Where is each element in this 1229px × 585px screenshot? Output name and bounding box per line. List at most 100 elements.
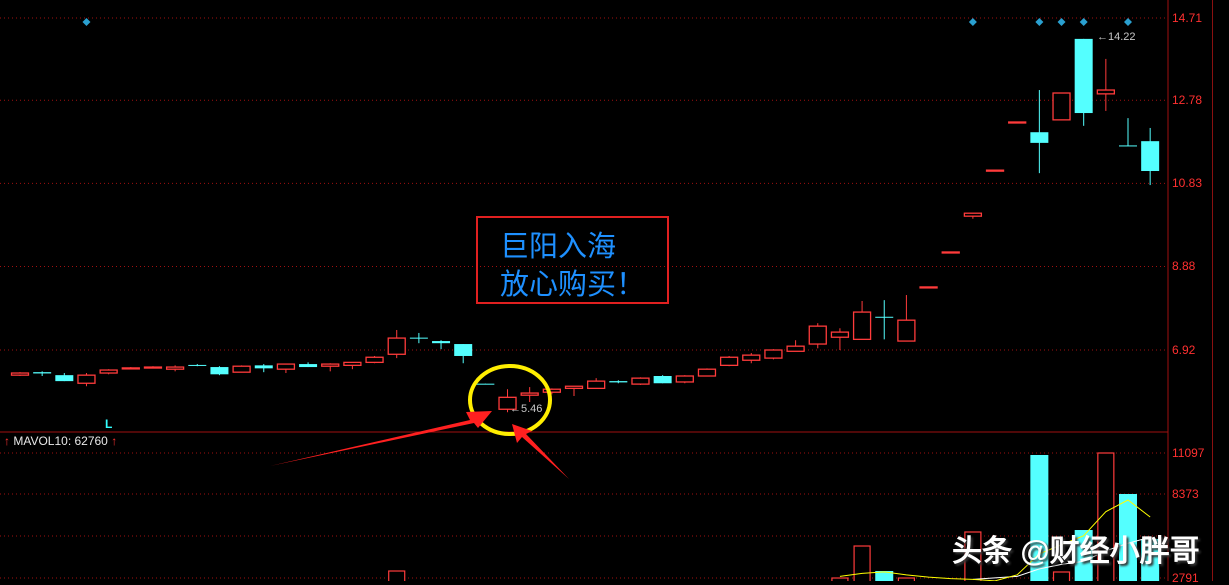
candle-body bbox=[121, 367, 140, 370]
candle bbox=[99, 369, 118, 375]
signal-diamond-icon bbox=[1035, 18, 1044, 26]
price-tick-label: 10.83 bbox=[1172, 176, 1203, 191]
volume-tick-label: 11097 bbox=[1172, 446, 1205, 460]
candle bbox=[587, 378, 606, 390]
candle bbox=[343, 361, 362, 370]
candle bbox=[520, 387, 539, 403]
candle bbox=[1052, 92, 1071, 121]
candle bbox=[764, 349, 783, 360]
candle bbox=[365, 355, 384, 364]
candle bbox=[321, 363, 340, 372]
candle bbox=[210, 366, 229, 376]
candle bbox=[10, 372, 30, 377]
candle-body bbox=[276, 363, 296, 370]
candle-body bbox=[254, 365, 273, 369]
candle-body bbox=[432, 341, 451, 344]
candle-body bbox=[564, 385, 584, 390]
watermark: 头条 @财经小胖哥 bbox=[952, 535, 1200, 568]
candle-body bbox=[365, 356, 384, 364]
price-tick-label: 8.88 bbox=[1172, 259, 1196, 274]
side-info-panel bbox=[1212, 0, 1229, 581]
candle bbox=[897, 295, 916, 342]
volume-bar bbox=[1119, 493, 1137, 581]
red-arrow-icon bbox=[512, 424, 569, 479]
candle-body bbox=[830, 331, 850, 338]
candle bbox=[33, 371, 52, 377]
candle bbox=[1096, 58, 1115, 111]
candle-body bbox=[10, 372, 30, 376]
low-price-label: ←5.46 bbox=[510, 403, 543, 415]
volume-ma-white-line bbox=[972, 536, 1151, 580]
candle bbox=[808, 323, 827, 349]
up-arrow-icon: ↑ bbox=[4, 434, 10, 448]
volume-bar bbox=[1074, 530, 1093, 581]
candle-body bbox=[476, 383, 495, 385]
volume-bar bbox=[853, 545, 871, 581]
signal-diamond-icon bbox=[82, 18, 91, 26]
candle-body bbox=[1008, 121, 1027, 124]
candle bbox=[985, 169, 1005, 172]
signal-diamond-icon bbox=[1057, 18, 1066, 26]
candle bbox=[697, 368, 717, 377]
candle bbox=[387, 329, 406, 359]
candle bbox=[55, 373, 74, 382]
candle-body bbox=[919, 286, 938, 289]
annotation-line-2: 放心购买！ bbox=[500, 269, 646, 301]
candle bbox=[609, 380, 628, 384]
l-marker: L bbox=[105, 417, 113, 431]
candle-body bbox=[1096, 89, 1115, 95]
candle bbox=[143, 366, 163, 369]
mavol-indicator[interactable]: ↑ MAVOL10: 62760 ↑ bbox=[4, 434, 117, 448]
candle-body bbox=[675, 375, 694, 383]
candle bbox=[454, 344, 473, 364]
candle bbox=[121, 367, 140, 370]
candle bbox=[786, 340, 805, 352]
candle-body bbox=[587, 380, 606, 390]
candle bbox=[299, 362, 318, 368]
candle-body bbox=[697, 368, 717, 377]
candle bbox=[476, 383, 495, 385]
candle-body bbox=[321, 363, 340, 367]
candle-body bbox=[941, 251, 960, 254]
candle-body bbox=[299, 364, 318, 368]
candle-body bbox=[764, 349, 783, 359]
price-tick-label: 6.92 bbox=[1172, 343, 1196, 357]
candle-body bbox=[520, 392, 539, 396]
candle-body bbox=[77, 374, 96, 384]
candle bbox=[963, 212, 983, 219]
candle bbox=[830, 328, 850, 351]
volume-bar bbox=[1052, 571, 1071, 581]
candle bbox=[409, 332, 428, 344]
signal-diamond-icon bbox=[1124, 18, 1132, 26]
candle bbox=[188, 364, 207, 367]
candle bbox=[432, 340, 451, 350]
candle-body bbox=[232, 365, 251, 373]
candle bbox=[631, 377, 650, 385]
candle-body bbox=[786, 345, 805, 352]
candle-body bbox=[143, 366, 163, 369]
candle-body bbox=[210, 367, 229, 375]
annotation-line-1: 巨阳入海 bbox=[500, 231, 617, 263]
volume-bar bbox=[831, 577, 849, 581]
signal-diamond-icon bbox=[968, 18, 977, 26]
candle-body bbox=[498, 396, 517, 410]
candle bbox=[254, 364, 273, 373]
red-arrow-icon bbox=[270, 411, 492, 466]
candle-body bbox=[963, 212, 983, 217]
signal-diamond-icon bbox=[1079, 18, 1088, 26]
candle bbox=[276, 363, 296, 374]
candle bbox=[564, 385, 584, 397]
candle-body bbox=[609, 381, 628, 383]
annotation-box: 巨阳入海 放心购买！ bbox=[476, 216, 669, 304]
candle-body bbox=[852, 311, 872, 341]
candle-body bbox=[55, 375, 74, 382]
candle bbox=[77, 373, 96, 387]
volume-bar bbox=[897, 577, 916, 581]
candle bbox=[165, 365, 185, 372]
candle-body bbox=[33, 372, 52, 374]
candle-body bbox=[409, 337, 428, 339]
candle bbox=[653, 375, 672, 384]
high-price-label: ←14.22 bbox=[1097, 31, 1136, 43]
candle bbox=[1141, 127, 1160, 186]
candle-body bbox=[454, 344, 473, 356]
